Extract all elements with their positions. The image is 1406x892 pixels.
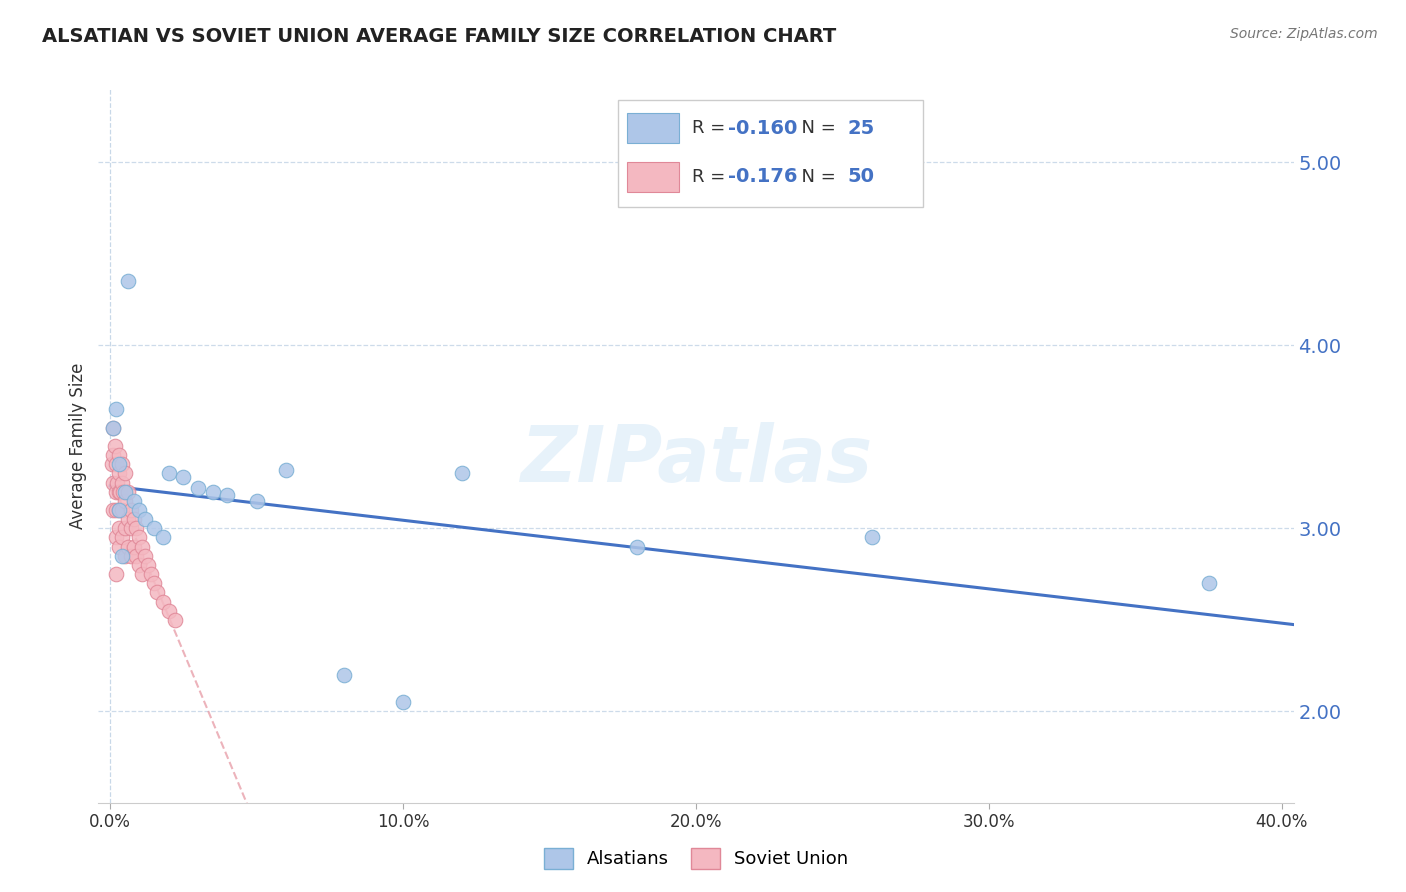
Point bbox=[120, 549, 142, 563]
Point bbox=[105, 402, 128, 417]
Point bbox=[108, 467, 131, 481]
Text: N =: N = bbox=[790, 120, 842, 137]
Point bbox=[117, 540, 139, 554]
Point bbox=[107, 475, 129, 490]
Point bbox=[108, 540, 131, 554]
Point bbox=[108, 458, 131, 472]
Point bbox=[101, 420, 124, 434]
Point bbox=[101, 420, 124, 434]
Point bbox=[1198, 576, 1220, 591]
Point bbox=[131, 567, 153, 582]
Point bbox=[108, 503, 131, 517]
Point bbox=[152, 594, 174, 608]
Point bbox=[108, 503, 131, 517]
Text: 50: 50 bbox=[848, 168, 875, 186]
Point bbox=[172, 470, 194, 484]
Text: Source: ZipAtlas.com: Source: ZipAtlas.com bbox=[1230, 27, 1378, 41]
Point bbox=[114, 484, 136, 499]
Point bbox=[125, 521, 148, 535]
Point bbox=[111, 475, 134, 490]
Text: 25: 25 bbox=[848, 119, 875, 138]
Point bbox=[141, 567, 163, 582]
Text: -0.160: -0.160 bbox=[728, 119, 797, 138]
Point bbox=[131, 540, 153, 554]
Point bbox=[128, 503, 150, 517]
Legend: Alsatians, Soviet Union: Alsatians, Soviet Union bbox=[537, 840, 855, 876]
Point bbox=[108, 484, 131, 499]
Point bbox=[105, 567, 128, 582]
Point bbox=[114, 549, 136, 563]
Y-axis label: Average Family Size: Average Family Size bbox=[69, 363, 87, 529]
Point bbox=[120, 503, 142, 517]
Point bbox=[103, 439, 125, 453]
Point bbox=[117, 512, 139, 526]
Point bbox=[120, 521, 142, 535]
FancyBboxPatch shape bbox=[627, 162, 679, 192]
Point bbox=[128, 531, 150, 545]
Point bbox=[122, 540, 145, 554]
Point bbox=[860, 531, 883, 545]
Point bbox=[114, 521, 136, 535]
Point bbox=[105, 484, 128, 499]
Point bbox=[274, 463, 297, 477]
Point bbox=[122, 512, 145, 526]
Point bbox=[111, 549, 134, 563]
Point bbox=[134, 549, 156, 563]
Point bbox=[201, 484, 224, 499]
Point bbox=[111, 503, 134, 517]
Point bbox=[114, 494, 136, 508]
Point bbox=[101, 475, 124, 490]
Point bbox=[105, 503, 128, 517]
FancyBboxPatch shape bbox=[619, 100, 922, 207]
Point bbox=[111, 458, 134, 472]
Point bbox=[392, 695, 415, 709]
Point bbox=[125, 549, 148, 563]
Point bbox=[157, 604, 180, 618]
Point bbox=[128, 558, 150, 572]
Point bbox=[163, 613, 186, 627]
Point bbox=[114, 467, 136, 481]
Text: R =: R = bbox=[692, 168, 731, 186]
Point bbox=[333, 667, 356, 681]
Point bbox=[246, 494, 269, 508]
Point bbox=[152, 531, 174, 545]
Text: -0.176: -0.176 bbox=[728, 168, 797, 186]
Point bbox=[122, 494, 145, 508]
Point bbox=[100, 458, 122, 472]
Point bbox=[450, 467, 472, 481]
Point bbox=[110, 484, 132, 499]
Point bbox=[117, 484, 139, 499]
Point bbox=[108, 521, 131, 535]
Point bbox=[112, 484, 135, 499]
Point bbox=[157, 467, 180, 481]
Text: ZIPatlas: ZIPatlas bbox=[520, 422, 872, 499]
Text: R =: R = bbox=[692, 120, 731, 137]
Point bbox=[626, 540, 648, 554]
Point bbox=[105, 531, 128, 545]
Point bbox=[134, 512, 156, 526]
FancyBboxPatch shape bbox=[627, 113, 679, 144]
Point bbox=[143, 521, 166, 535]
Point bbox=[136, 558, 159, 572]
Text: ALSATIAN VS SOVIET UNION AVERAGE FAMILY SIZE CORRELATION CHART: ALSATIAN VS SOVIET UNION AVERAGE FAMILY … bbox=[42, 27, 837, 45]
Text: N =: N = bbox=[790, 168, 842, 186]
Point bbox=[187, 481, 209, 495]
Point bbox=[101, 448, 124, 462]
Point bbox=[143, 576, 166, 591]
Point bbox=[146, 585, 169, 599]
Point bbox=[108, 448, 131, 462]
Point bbox=[117, 274, 139, 288]
Point bbox=[105, 458, 128, 472]
Point bbox=[101, 503, 124, 517]
Point bbox=[111, 531, 134, 545]
Point bbox=[217, 488, 239, 502]
